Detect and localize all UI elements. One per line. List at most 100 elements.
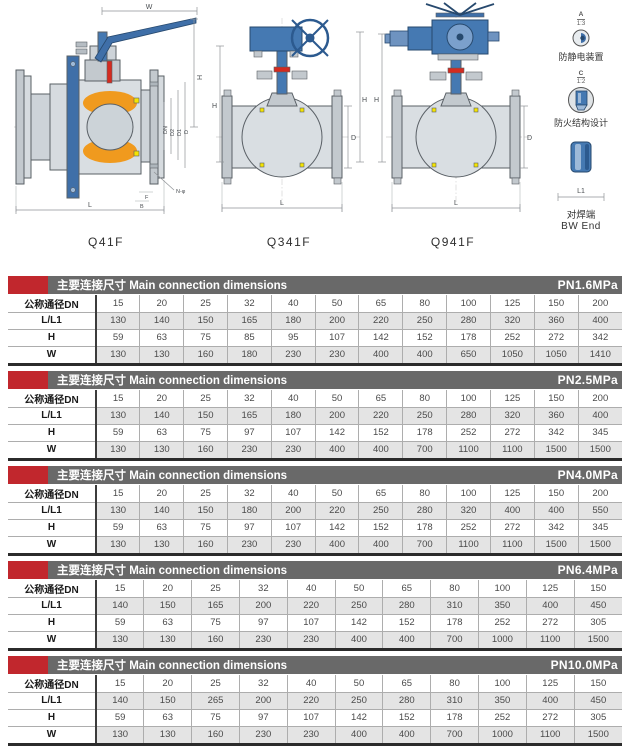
callout-scale: 1:3 xyxy=(576,18,586,27)
value-cell: 63 xyxy=(143,613,192,631)
value-cell: 100 xyxy=(478,580,527,597)
table-header-bar: 主要连接尺寸 Main connection dimensions PN1.6MP… xyxy=(8,276,622,294)
value-cell: 15 xyxy=(112,487,124,499)
value-cell: 230 xyxy=(270,345,316,363)
value-cell: 130 xyxy=(96,535,140,553)
value-cell: 220 xyxy=(358,406,403,424)
dimension-d: D xyxy=(520,105,532,169)
row-label: W xyxy=(8,725,97,743)
value-cell: 230 xyxy=(226,535,272,553)
value-cell: 250 xyxy=(402,311,447,329)
row-label: H xyxy=(8,708,97,726)
table-header-bar: 主要连接尺寸 Main connection dimensions PN10.0M… xyxy=(8,656,622,674)
valve-drawings-section: W H DN D2 D1 D xyxy=(0,0,630,252)
figure-q41f: W H DN D2 D1 D xyxy=(6,2,206,252)
value-cell: 400 xyxy=(577,406,622,424)
pressure-rating-badge: PN6.4MPa xyxy=(557,563,618,577)
value-cell: 1100 xyxy=(525,725,575,743)
value-cell: 700 xyxy=(402,440,447,458)
dim-label-h: H xyxy=(212,103,217,110)
value-cell: 130 xyxy=(96,725,144,743)
value-cell: 152 xyxy=(382,613,431,631)
value-cell: 165 xyxy=(191,596,240,614)
value-cell: 32 xyxy=(226,485,272,502)
table-title: 主要连接尺寸 Main connection dimensions xyxy=(57,470,288,482)
value-cell: 80 xyxy=(402,390,447,407)
value-cell: 265 xyxy=(191,691,240,709)
value-cell: 107 xyxy=(270,423,316,441)
value-cell: 140 xyxy=(96,691,144,709)
value-cell: 75 xyxy=(191,708,240,726)
value-cell: 250 xyxy=(402,406,447,424)
dim-label-n-phi: N-φ xyxy=(176,189,186,195)
dimension-d: D xyxy=(344,105,356,169)
table-title: 主要连接尺寸 Main connection dimensions xyxy=(57,375,288,387)
value-cell: 142 xyxy=(334,613,383,631)
value-cell: 150 xyxy=(183,501,228,519)
value-cell: 700 xyxy=(402,535,447,553)
table-title: 主要连接尺寸 Main connection dimensions xyxy=(57,280,288,292)
value-cell: 305 xyxy=(573,613,622,631)
value-cell: 150 xyxy=(143,596,192,614)
pressure-rating-badge: PN2.5MPa xyxy=(557,373,618,387)
value-cell: 360 xyxy=(533,406,579,424)
dimension-h-left: H xyxy=(212,45,224,163)
value-cell: 360 xyxy=(533,311,579,329)
value-cell: 178 xyxy=(446,328,491,346)
row-label: L/L1 xyxy=(8,596,97,614)
value-cell: 40 xyxy=(286,580,336,597)
value-cell: 220 xyxy=(358,311,403,329)
dimension-row: W 130 130 160 230 230 400 400 700 1000 1100 1500 xyxy=(8,725,622,743)
value-cell: 150 xyxy=(143,691,192,709)
fireproof-structure-icon xyxy=(568,87,594,113)
valve-body xyxy=(391,49,521,185)
dimension-row: W 130 130 160 230 230 400 400 700 1100 1100 1500 150… xyxy=(8,440,622,458)
value-cell: 59 xyxy=(96,328,140,346)
value-cell: 125 xyxy=(489,390,535,407)
value-cell: 400 xyxy=(382,630,431,648)
red-accent-block xyxy=(8,656,48,674)
value-cell: 140 xyxy=(139,311,184,329)
value-cell: 1500 xyxy=(577,440,622,458)
value-cell: 230 xyxy=(226,440,272,458)
dim-label-d1: D1 xyxy=(177,129,183,136)
value-cell: 160 xyxy=(183,345,228,363)
dimension-row: H 59 63 75 97 107 142 152 178 252 272 342 345 xyxy=(8,518,622,536)
value-cell: 150 xyxy=(573,675,622,692)
value-cell: 160 xyxy=(183,535,228,553)
value-cell: 400 xyxy=(402,345,447,363)
value-cell: 107 xyxy=(286,708,336,726)
value-cell: 1500 xyxy=(573,725,622,743)
red-accent-block xyxy=(8,561,48,579)
handwheel-spokes xyxy=(425,2,495,16)
value-cell: 400 xyxy=(358,535,403,553)
row-label: W xyxy=(8,630,97,648)
value-cell: 400 xyxy=(577,311,622,329)
value-cell: 230 xyxy=(238,725,288,743)
value-cell: 150 xyxy=(533,390,579,407)
dim-label-dn: DN xyxy=(163,126,169,134)
value-cell: 342 xyxy=(533,518,579,536)
value-cell: 50 xyxy=(314,390,359,407)
value-cell: 1410 xyxy=(577,345,622,363)
value-cell: 1500 xyxy=(573,630,622,648)
value-cell: 230 xyxy=(286,630,336,648)
table-title: 主要连接尺寸 Main connection dimensions xyxy=(57,660,288,672)
value-cell: 130 xyxy=(139,535,184,553)
value-cell: 180 xyxy=(270,311,316,329)
value-cell: 252 xyxy=(478,708,527,726)
value-cell: 342 xyxy=(533,423,579,441)
value-cell: 25 xyxy=(183,390,228,407)
table-header-bar: 主要连接尺寸 Main connection dimensions PN2.5MP… xyxy=(8,371,622,389)
q341f-drawing: H D H xyxy=(212,18,367,212)
value-cell: 150 xyxy=(533,295,579,312)
value-cell: 142 xyxy=(314,423,359,441)
value-cell: 178 xyxy=(402,518,447,536)
value-cell: 150 xyxy=(533,485,579,502)
value-cell: 160 xyxy=(191,725,240,743)
value-cell: 63 xyxy=(139,423,184,441)
value-cell: 272 xyxy=(533,328,579,346)
dn-header-row: 公称通径DN 15 20 25 32 40 50 65 80 100 125 150 200 xyxy=(8,295,622,312)
value-cell: 140 xyxy=(96,596,144,614)
